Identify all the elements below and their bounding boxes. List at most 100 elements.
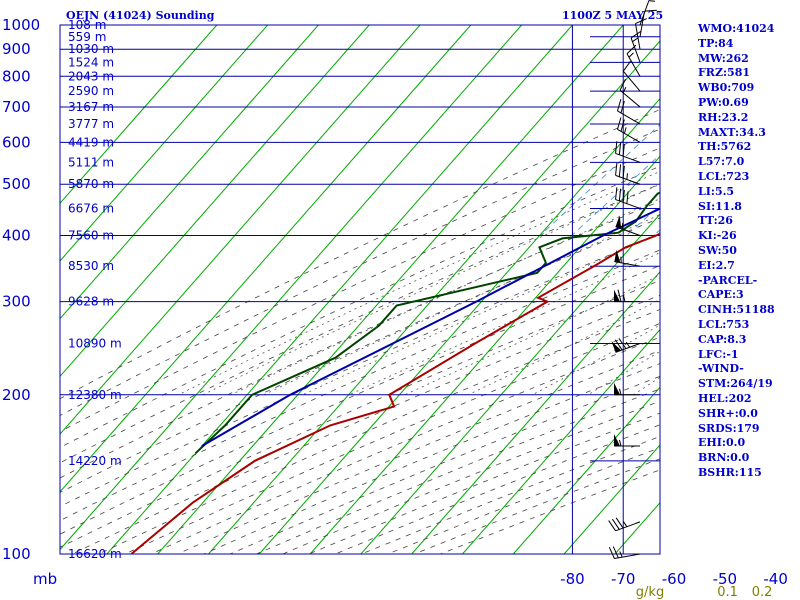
height-label: 2043 m xyxy=(68,69,114,83)
height-label: 7560 m xyxy=(68,229,114,243)
pressure-tick-label: 600 xyxy=(2,133,31,151)
wind-barb xyxy=(615,215,641,236)
height-label: 16620 m xyxy=(68,547,122,561)
mixing-ratio-label: 0.2 xyxy=(752,585,773,600)
barb-pennant xyxy=(614,382,620,395)
axis-labels: 100 200 300 400 500 600 700 800 900 1000 16620 m 14… xyxy=(2,16,788,600)
index-item: MW:262 xyxy=(698,51,749,65)
isotherm-line xyxy=(309,155,660,554)
temperature-tick-label: -70 xyxy=(611,570,636,588)
isotherm-line xyxy=(157,25,624,554)
barb-staff xyxy=(615,174,641,185)
barb-flag xyxy=(619,78,626,91)
barb-staff xyxy=(615,521,641,532)
barb-half-flag xyxy=(648,0,656,2)
height-label: 3167 m xyxy=(68,100,114,114)
wind-barb xyxy=(611,338,641,353)
isotherm-line xyxy=(60,25,268,262)
barb-staff xyxy=(639,0,650,26)
station-title: OEJN (41024) Sounding xyxy=(66,9,215,22)
barb-half-flag xyxy=(619,551,623,558)
index-item: WB0:709 xyxy=(698,81,755,95)
pressure-tick-label: 400 xyxy=(2,227,31,245)
index-item: -WIND- xyxy=(698,362,744,376)
pressure-tick-label: 1000 xyxy=(2,16,40,34)
x-axis-label: mb xyxy=(33,570,57,588)
barb-half-flag xyxy=(623,295,626,302)
barb-half-flag xyxy=(621,222,624,230)
barb-staff xyxy=(615,343,641,353)
isobar-lines xyxy=(59,24,661,555)
barb-flag xyxy=(622,165,625,179)
barb-flag xyxy=(622,143,625,157)
index-item: CINH:51188 xyxy=(698,303,775,317)
pressure-tick-label: 900 xyxy=(2,40,31,58)
index-item: STM:264/19 xyxy=(698,377,773,391)
parcel-line xyxy=(201,207,660,447)
wind-barb xyxy=(608,517,641,532)
mixing-ratio-line xyxy=(539,123,660,236)
dry-adiabat-line xyxy=(98,309,660,554)
wind-barb xyxy=(630,30,642,63)
isotherm-line xyxy=(60,25,319,320)
isotherm-line xyxy=(360,213,660,554)
temperature-tick-label: -80 xyxy=(560,570,585,588)
index-item: -PARCEL- xyxy=(698,273,758,287)
barb-half-flag xyxy=(622,521,628,527)
isotherm-line xyxy=(60,25,370,378)
barb-half-flag xyxy=(619,439,622,447)
index-item: SW:50 xyxy=(698,243,737,257)
dry-adiabat-line xyxy=(60,233,660,508)
wind-barb xyxy=(614,434,640,447)
height-label: 4419 m xyxy=(68,135,114,149)
barb-flag xyxy=(644,9,657,12)
index-item: LCL:723 xyxy=(698,169,750,183)
index-item: CAP:8.3 xyxy=(698,332,747,346)
barb-pennant xyxy=(614,289,620,302)
background-lines xyxy=(60,25,660,554)
isotherm-line xyxy=(411,271,660,554)
dry-adiabat-line xyxy=(60,249,660,522)
index-item: WMO:41024 xyxy=(698,22,775,35)
barb-flag xyxy=(626,191,629,204)
height-label: 6676 m xyxy=(68,201,114,215)
barb-staff xyxy=(615,152,641,163)
wind-barb xyxy=(615,162,641,185)
barb-staff xyxy=(617,128,641,143)
pressure-tick-label: 200 xyxy=(2,386,31,404)
barb-flag xyxy=(618,188,622,201)
pressure-tick-label: 800 xyxy=(2,67,31,85)
mixing-ratio-label: 0.1 xyxy=(717,585,738,600)
index-item: HEL:202 xyxy=(698,391,752,405)
barb-flag xyxy=(611,518,620,530)
wind-barb xyxy=(639,0,656,26)
barb-flag xyxy=(622,60,631,72)
dry-adiabat-line xyxy=(60,147,660,433)
barb-half-flag xyxy=(625,341,631,348)
barb-half-flag xyxy=(619,388,622,395)
barb-flag xyxy=(608,520,616,532)
dry-adiabat-line xyxy=(60,109,660,400)
barb-pennant xyxy=(611,341,622,353)
barb-flag xyxy=(614,339,623,351)
barb-pennant xyxy=(614,249,621,263)
index-item: RH:23.2 xyxy=(698,110,749,124)
index-item: SRDS:179 xyxy=(698,421,760,435)
pressure-tick-label: 500 xyxy=(2,175,31,193)
barb-half-flag xyxy=(622,87,627,94)
barb-flag xyxy=(612,546,619,559)
index-item: KI:-26 xyxy=(698,229,737,243)
dry-adiabat-line xyxy=(60,165,660,449)
temperature-tick-label: -40 xyxy=(763,570,788,588)
index-item: LCL:753 xyxy=(698,317,750,331)
wind-barb xyxy=(608,546,641,560)
height-label: 5111 m xyxy=(68,155,114,169)
index-item: BSHR:115 xyxy=(698,465,762,479)
barb-half-flag xyxy=(632,37,638,43)
height-label: 2590 m xyxy=(68,84,114,98)
dry-adiabat-line xyxy=(60,280,660,548)
index-item: TP:84 xyxy=(698,36,734,50)
barb-pennant xyxy=(614,434,620,447)
observation-time: 1100Z 5 MAY 25 xyxy=(562,9,663,22)
index-item: EI:2.7 xyxy=(698,258,735,272)
